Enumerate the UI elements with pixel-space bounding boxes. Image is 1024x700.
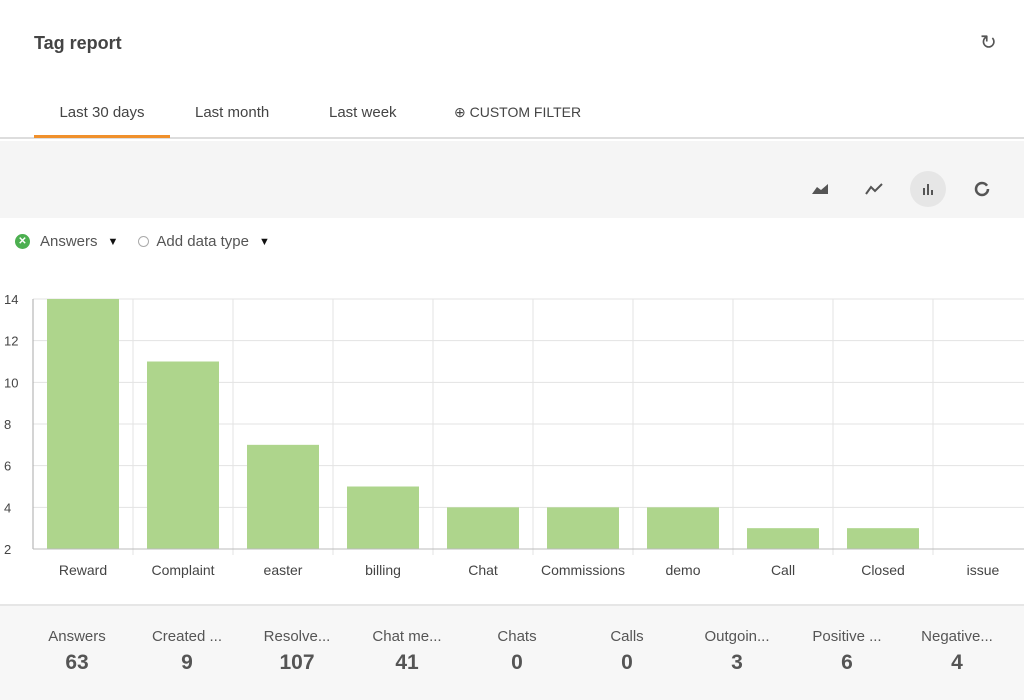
stat-label: Positive ...: [812, 628, 882, 645]
x-tick-label: Complaint: [151, 562, 214, 578]
stat-value: 63: [65, 651, 89, 674]
x-tick-label: Reward: [59, 562, 107, 578]
stat-label: Calls: [610, 628, 644, 645]
bar: [447, 507, 519, 549]
caret-down-icon[interactable]: ▼: [107, 235, 119, 248]
stat-value: 0: [511, 651, 523, 674]
tab-label: Last week: [329, 104, 397, 121]
x-tick-label: Closed: [861, 562, 905, 578]
x-tick-label: Chat: [468, 562, 498, 578]
stat-label: Chats: [497, 628, 537, 645]
refresh-icon[interactable]: ↻: [980, 32, 997, 54]
stat-label: Chat me...: [372, 628, 442, 645]
x-tick-label: Commissions: [541, 562, 625, 578]
y-tick-label: 6: [4, 459, 11, 474]
y-tick-label: 14: [4, 292, 18, 307]
plus-circle-icon: ⊕: [454, 104, 466, 120]
stat-item: Chats 0: [462, 628, 572, 675]
stat-item: Calls 0: [572, 628, 682, 675]
bar: [547, 507, 619, 549]
radio-icon[interactable]: [138, 236, 150, 247]
tab-last-week[interactable]: Last week: [329, 104, 397, 138]
bar: [147, 361, 219, 549]
stat-label: Negative...: [921, 628, 993, 645]
chart-toolbar: [0, 141, 1024, 218]
donut-chart-icon[interactable]: [964, 171, 1000, 207]
stat-item: Resolve... 107: [242, 628, 352, 675]
bar: [747, 528, 819, 549]
x-tick-label: demo: [665, 562, 700, 578]
y-tick-label: 2: [4, 542, 11, 557]
y-tick-label: 12: [4, 334, 18, 349]
area-chart-icon[interactable]: [802, 171, 838, 207]
tab-label: Last 30 days: [59, 104, 145, 121]
stat-value: 3: [731, 651, 743, 674]
stat-value: 41: [395, 651, 419, 674]
stat-value: 0: [621, 651, 633, 674]
add-data-type[interactable]: Add data type: [156, 233, 249, 250]
stat-item: Positive ... 6: [792, 628, 902, 675]
stat-item: Negative... 4: [902, 628, 1012, 675]
stat-value: 9: [181, 651, 193, 674]
y-tick-label: 8: [4, 417, 11, 432]
stat-item: Created ... 9: [132, 628, 242, 675]
x-tick-label: easter: [264, 562, 303, 578]
stat-label: Outgoin...: [704, 628, 770, 645]
bar-chart: 2 4 6 8 10 12 14 Reward Complaint easter billing Ch…: [4, 292, 1024, 578]
stat-label: Answers: [48, 628, 106, 645]
x-tick-label: Call: [771, 562, 795, 578]
stat-item: Answers 63: [22, 628, 132, 675]
series-answers[interactable]: Answers: [40, 233, 98, 250]
stat-value: 4: [951, 651, 963, 674]
stat-value: 6: [841, 651, 853, 674]
bar: [647, 507, 719, 549]
custom-filter-button[interactable]: ⊕ CUSTOM FILTER: [454, 104, 581, 138]
caret-down-icon[interactable]: ▼: [259, 235, 270, 248]
bar: [847, 528, 919, 549]
data-type-filters: ✕ Answers ▼ Add data type ▼: [15, 233, 290, 250]
stat-item: Outgoin... 3: [682, 628, 792, 675]
stat-item: Chat me... 41: [352, 628, 462, 675]
bar-chart-icon[interactable]: [910, 171, 946, 207]
bar: [47, 299, 119, 549]
stat-value: 107: [279, 651, 315, 674]
line-chart-icon[interactable]: [856, 171, 892, 207]
tab-last-30-days[interactable]: Last 30 days: [34, 104, 170, 138]
y-tick-label: 4: [4, 500, 11, 515]
tab-label: CUSTOM FILTER: [469, 104, 582, 120]
x-tick-label: issue: [967, 562, 1000, 578]
y-tick-label: 10: [4, 375, 18, 390]
x-tick-label: billing: [365, 562, 401, 578]
page-title: Tag report: [34, 33, 122, 53]
header: Tag report ↻ Last 30 days Last month Las…: [0, 0, 1024, 139]
bar: [347, 486, 419, 549]
stat-label: Resolve...: [263, 628, 331, 645]
bar: [247, 444, 319, 549]
tab-last-month[interactable]: Last month: [195, 104, 269, 138]
tab-label: Last month: [195, 104, 270, 121]
stat-label: Created ...: [151, 628, 223, 645]
remove-series-icon[interactable]: ✕: [15, 234, 30, 249]
stats-footer: Answers 63 Created ... 9 Resolve... 107 Chat m…: [0, 604, 1024, 700]
